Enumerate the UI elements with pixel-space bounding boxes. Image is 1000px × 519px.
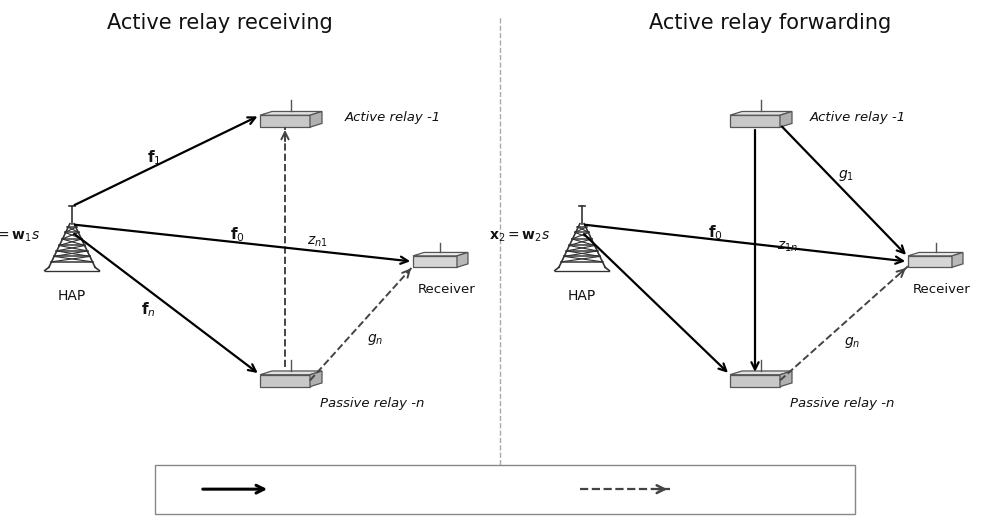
Text: Active relay receiving: Active relay receiving — [107, 13, 333, 33]
Polygon shape — [260, 375, 310, 387]
Polygon shape — [952, 252, 963, 267]
Polygon shape — [730, 375, 780, 387]
Polygon shape — [908, 256, 952, 267]
Polygon shape — [730, 371, 792, 375]
Text: $\mathbf{f}_0$: $\mathbf{f}_0$ — [708, 223, 722, 242]
Text: $g_1$: $g_1$ — [838, 168, 855, 183]
Polygon shape — [260, 112, 322, 115]
Text: $\mathbf{x}_1 = \mathbf{w}_1 s$: $\mathbf{x}_1 = \mathbf{w}_1 s$ — [0, 229, 41, 244]
Text: $\mathbf{x}_2 = \mathbf{w}_2 s$: $\mathbf{x}_2 = \mathbf{w}_2 s$ — [489, 229, 551, 244]
Text: $g_n$: $g_n$ — [844, 335, 861, 350]
Text: $g_n$: $g_n$ — [367, 333, 383, 347]
Text: Active relay forwarding: Active relay forwarding — [649, 13, 891, 33]
Text: Passive relay -n: Passive relay -n — [790, 397, 894, 410]
Polygon shape — [730, 112, 792, 115]
Polygon shape — [260, 115, 310, 127]
Polygon shape — [457, 252, 468, 267]
FancyBboxPatch shape — [155, 465, 855, 514]
Text: Signal backscattering: Signal backscattering — [682, 482, 832, 496]
Polygon shape — [260, 371, 322, 375]
Text: Active RF signals: Active RF signals — [285, 482, 403, 496]
Polygon shape — [730, 115, 780, 127]
Text: Active relay -1: Active relay -1 — [345, 111, 441, 125]
Text: Active relay -1: Active relay -1 — [810, 111, 906, 125]
Polygon shape — [780, 112, 792, 127]
Text: HAP: HAP — [58, 289, 86, 303]
Text: $\mathbf{f}_0$: $\mathbf{f}_0$ — [230, 225, 245, 244]
Text: $z_{1n}$: $z_{1n}$ — [777, 239, 798, 254]
Polygon shape — [908, 252, 963, 256]
Text: Passive relay -n: Passive relay -n — [320, 397, 424, 410]
Polygon shape — [413, 256, 457, 267]
Text: $\mathbf{f}_n$: $\mathbf{f}_n$ — [141, 301, 155, 319]
Polygon shape — [310, 371, 322, 387]
Polygon shape — [780, 371, 792, 387]
Polygon shape — [413, 252, 468, 256]
Text: Receiver: Receiver — [913, 283, 971, 296]
Text: $\mathbf{f}_1$: $\mathbf{f}_1$ — [147, 148, 161, 167]
Text: $z_{n1}$: $z_{n1}$ — [307, 234, 328, 249]
Text: Receiver: Receiver — [418, 283, 476, 296]
Polygon shape — [310, 112, 322, 127]
Text: HAP: HAP — [568, 289, 596, 303]
